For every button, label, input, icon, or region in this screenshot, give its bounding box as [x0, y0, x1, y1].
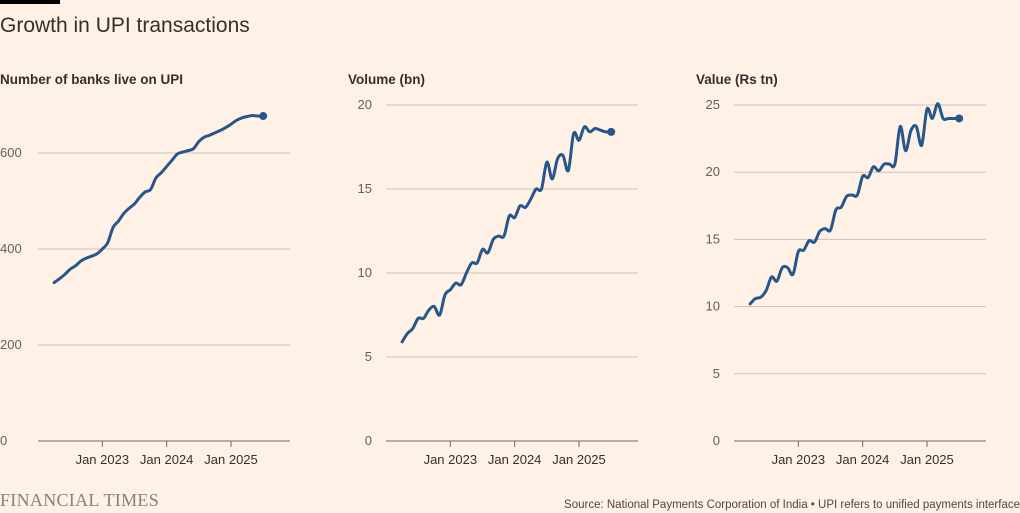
ft-logo: FINANCIAL TIMES: [0, 490, 160, 510]
banks-ytick-label: 0: [0, 433, 7, 448]
value-ytick-label: 5: [713, 366, 720, 381]
value-endpoint-marker: [955, 114, 964, 123]
banks-xtick-label: Jan 2025: [204, 452, 258, 467]
volume-chart-svg: 0 5 10 15 20 Jan 2023 Jan 2024 Jan 2025: [358, 97, 638, 467]
value-ytick-label: 20: [706, 164, 720, 179]
volume-series-line: [400, 125, 613, 344]
value-xtick-label: Jan 2023: [772, 452, 826, 467]
value-series-line: [748, 102, 961, 306]
value-xtick-label: Jan 2025: [900, 452, 954, 467]
source-note: Source: National Payments Corporation of…: [564, 499, 1020, 511]
value-ytick-label: 25: [706, 97, 720, 112]
banks-xtick-label: Jan 2023: [76, 452, 130, 467]
banks-xtick-label: Jan 2024: [140, 452, 194, 467]
volume-chart-ylabel: Volume (bn): [348, 72, 425, 87]
volume-ytick-label: 5: [365, 349, 372, 364]
banks-ytick-label: 400: [0, 241, 22, 256]
volume-ytick-label: 0: [365, 433, 372, 448]
volume-xtick-label: Jan 2023: [424, 452, 478, 467]
volume-ytick-label: 20: [358, 97, 372, 112]
volume-chart: Volume (bn) 0 5 10 15 20 Jan 2023 Jan 2024 Jan …: [348, 0, 688, 513]
value-ytick-label: 15: [706, 231, 720, 246]
volume-endpoint-marker: [607, 127, 616, 136]
value-chart-svg: 0 5 10 15 20 25 Jan 2023 Jan 2024 Jan 2025: [706, 97, 986, 467]
volume-ytick-label: 15: [358, 181, 372, 196]
volume-xtick-label: Jan 2024: [488, 452, 542, 467]
chart-title: Growth in UPI transactions: [0, 14, 250, 37]
value-ytick-label: 10: [706, 299, 720, 314]
banks-ytick-label: 200: [0, 337, 22, 352]
banks-endpoint-marker: [259, 112, 268, 121]
volume-xtick-label: Jan 2025: [552, 452, 606, 467]
value-ytick-label: 0: [713, 433, 720, 448]
value-chart: Value (Rs tn) 0 5 10 15 20 25 Jan 2023 Jan 2024…: [696, 0, 1020, 513]
banks-chart-svg: 0 200 400 600 Jan 2023 Jan 2024 Jan 2025: [0, 112, 290, 467]
banks-series-line: [52, 114, 265, 285]
banks-ytick-label: 600: [0, 145, 22, 160]
value-xtick-label: Jan 2024: [836, 452, 890, 467]
brand-bar: [0, 0, 60, 4]
volume-ytick-label: 10: [358, 265, 372, 280]
banks-chart: Number of banks live on UPI 0 200 400 600 Ja…: [0, 0, 340, 513]
value-chart-ylabel: Value (Rs tn): [696, 72, 778, 87]
banks-chart-ylabel: Number of banks live on UPI: [0, 72, 184, 87]
